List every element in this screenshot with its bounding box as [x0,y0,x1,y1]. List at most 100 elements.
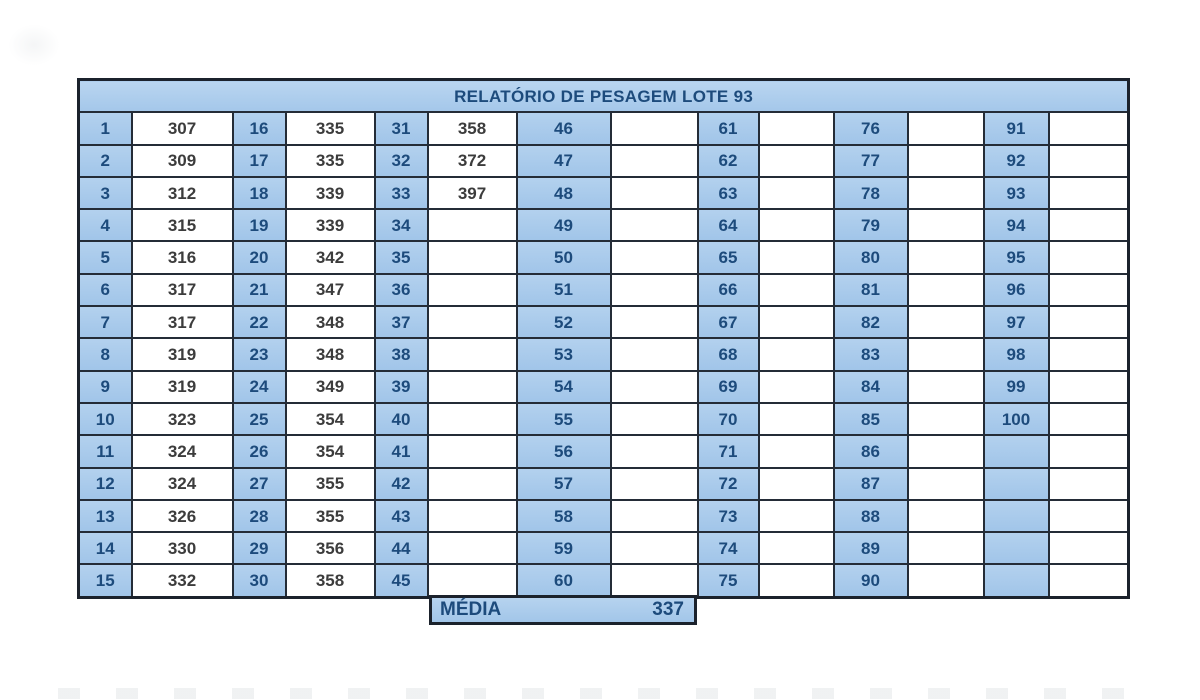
position-cell[interactable]: 17 [231,143,287,178]
position-cell[interactable]: 85 [832,401,909,437]
position-cell[interactable]: 30 [231,563,287,599]
weight-cell[interactable] [1047,143,1130,178]
position-cell[interactable]: 84 [832,369,909,404]
weight-cell[interactable] [609,466,699,501]
position-cell[interactable]: 6 [77,272,133,308]
weight-cell[interactable]: 330 [130,531,234,566]
weight-cell[interactable] [757,401,835,437]
position-cell[interactable]: 11 [77,434,133,469]
position-cell[interactable]: 53 [515,337,612,372]
weight-cell[interactable] [906,401,985,437]
weight-cell[interactable] [906,466,985,501]
position-cell[interactable]: 50 [515,240,612,275]
position-cell[interactable]: 63 [696,175,760,211]
position-cell[interactable]: 8 [77,337,133,372]
weight-cell[interactable] [1047,337,1130,372]
position-cell[interactable]: 49 [515,208,612,243]
weight-cell[interactable] [426,369,518,404]
position-cell[interactable]: 1 [77,111,133,146]
position-cell[interactable] [982,434,1050,469]
weight-cell[interactable] [757,272,835,308]
weight-cell[interactable] [757,466,835,501]
weight-cell[interactable] [757,563,835,599]
weight-cell[interactable]: 332 [130,563,234,599]
position-cell[interactable]: 93 [982,175,1050,211]
weight-cell[interactable] [609,208,699,243]
position-cell[interactable]: 72 [696,466,760,501]
weight-cell[interactable] [757,305,835,340]
weight-cell[interactable] [906,175,985,211]
weight-cell[interactable] [1047,175,1130,211]
weight-cell[interactable] [609,272,699,308]
position-cell[interactable]: 61 [696,111,760,146]
position-cell[interactable]: 99 [982,369,1050,404]
position-cell[interactable]: 7 [77,305,133,340]
position-cell[interactable]: 52 [515,305,612,340]
weight-cell[interactable] [757,240,835,275]
weight-cell[interactable]: 355 [284,466,376,501]
weight-cell[interactable] [1047,240,1130,275]
weight-cell[interactable] [906,337,985,372]
position-cell[interactable]: 60 [515,563,612,599]
position-cell[interactable]: 18 [231,175,287,211]
weight-cell[interactable] [906,111,985,146]
weight-cell[interactable] [426,434,518,469]
position-cell[interactable]: 67 [696,305,760,340]
weight-cell[interactable] [1047,401,1130,437]
position-cell[interactable]: 16 [231,111,287,146]
weight-cell[interactable] [1047,111,1130,146]
weight-cell[interactable] [906,531,985,566]
position-cell[interactable]: 27 [231,466,287,501]
position-cell[interactable]: 73 [696,498,760,534]
weight-cell[interactable]: 324 [130,466,234,501]
position-cell[interactable]: 62 [696,143,760,178]
weight-cell[interactable]: 354 [284,401,376,437]
weight-cell[interactable]: 372 [426,143,518,178]
weight-cell[interactable]: 339 [284,208,376,243]
weight-cell[interactable]: 326 [130,498,234,534]
position-cell[interactable]: 83 [832,337,909,372]
weight-cell[interactable] [426,272,518,308]
position-cell[interactable]: 57 [515,466,612,501]
position-cell[interactable]: 71 [696,434,760,469]
position-cell[interactable]: 70 [696,401,760,437]
weight-cell[interactable] [757,111,835,146]
position-cell[interactable]: 96 [982,272,1050,308]
position-cell[interactable]: 66 [696,272,760,308]
position-cell[interactable]: 22 [231,305,287,340]
position-cell[interactable]: 54 [515,369,612,404]
position-cell[interactable]: 95 [982,240,1050,275]
weight-cell[interactable] [906,434,985,469]
weight-cell[interactable]: 324 [130,434,234,469]
position-cell[interactable]: 10 [77,401,133,437]
position-cell[interactable]: 82 [832,305,909,340]
weight-cell[interactable] [757,531,835,566]
position-cell[interactable]: 21 [231,272,287,308]
position-cell[interactable]: 58 [515,498,612,534]
weight-cell[interactable] [609,531,699,566]
weight-cell[interactable] [1047,466,1130,501]
position-cell[interactable]: 5 [77,240,133,275]
weight-cell[interactable]: 317 [130,305,234,340]
position-cell[interactable]: 55 [515,401,612,437]
position-cell[interactable]: 37 [373,305,429,340]
weight-cell[interactable] [757,175,835,211]
weight-cell[interactable] [1047,434,1130,469]
weight-cell[interactable] [1047,208,1130,243]
weight-cell[interactable] [426,466,518,501]
position-cell[interactable]: 43 [373,498,429,534]
weight-cell[interactable] [609,143,699,178]
weight-cell[interactable] [609,175,699,211]
weight-cell[interactable]: 312 [130,175,234,211]
weight-cell[interactable] [906,305,985,340]
position-cell[interactable] [982,563,1050,599]
position-cell[interactable]: 68 [696,337,760,372]
weight-cell[interactable]: 358 [284,563,376,599]
weight-cell[interactable] [426,240,518,275]
position-cell[interactable]: 89 [832,531,909,566]
weight-cell[interactable] [609,498,699,534]
weight-cell[interactable] [757,208,835,243]
weight-cell[interactable]: 348 [284,305,376,340]
weight-cell[interactable] [757,369,835,404]
position-cell[interactable]: 35 [373,240,429,275]
